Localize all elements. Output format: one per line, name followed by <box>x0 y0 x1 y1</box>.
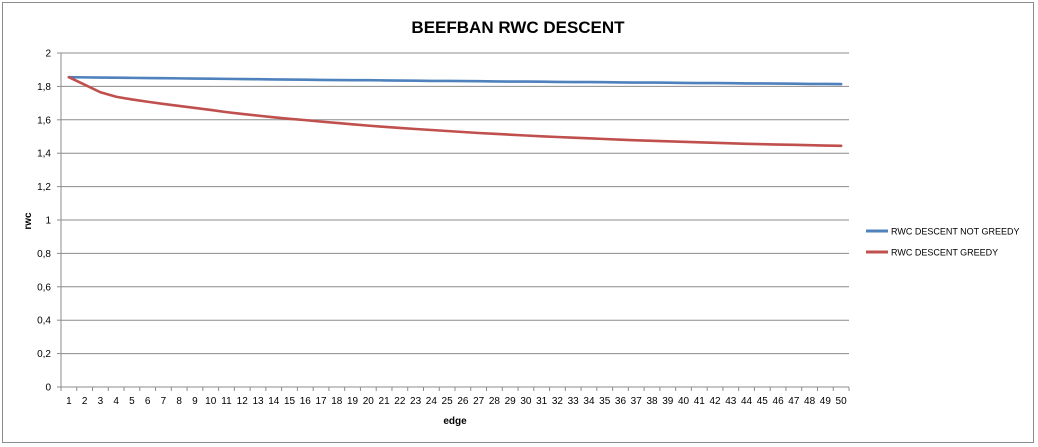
x-tick-label: 10 <box>205 396 217 407</box>
x-tick-label: 23 <box>410 396 422 407</box>
x-tick-label: 49 <box>820 396 832 407</box>
x-tick-label: 5 <box>129 396 135 407</box>
x-tick-label: 38 <box>646 396 658 407</box>
x-tick-label: 42 <box>709 396 721 407</box>
x-tick-label: 7 <box>161 396 167 407</box>
y-tick-label: 0,4 <box>37 316 51 327</box>
series-line-1 <box>67 75 843 86</box>
y-tick-label: 1,8 <box>37 82 51 93</box>
x-tick-label: 31 <box>536 396 548 407</box>
legend-label: RWC DESCENT GREEDY <box>891 248 998 258</box>
x-tick-label: 19 <box>347 396 359 407</box>
x-tick-label: 27 <box>473 396 485 407</box>
x-tick-label: 43 <box>725 396 737 407</box>
y-axis-title: rwc <box>23 212 34 230</box>
y-tick-labels: 0 0,2 0,4 0,6 0,8 1 1,2 1,4 1,6 1,8 2 <box>37 49 51 394</box>
x-tick-label: 32 <box>552 396 564 407</box>
x-tick-label: 29 <box>505 396 517 407</box>
x-tick-label: 41 <box>694 396 706 407</box>
y-tick-label: 0,6 <box>37 282 51 293</box>
x-tick-label: 8 <box>176 396 182 407</box>
x-tick-label: 25 <box>442 396 454 407</box>
y-tick-label: 1 <box>45 216 51 227</box>
chart-title: BEEFBAN RWC DESCENT <box>411 18 625 37</box>
x-tick-label: 20 <box>363 396 375 407</box>
gridlines <box>57 52 849 388</box>
x-tick-label: 39 <box>662 396 674 407</box>
x-tick-label: 1 <box>66 396 72 407</box>
y-tick-label: 0,2 <box>37 349 51 360</box>
x-tick-label: 26 <box>457 396 469 407</box>
x-tick-label: 4 <box>113 396 119 407</box>
x-tick-label: 37 <box>631 396 643 407</box>
x-tick-label: 12 <box>237 396 249 407</box>
x-tick-label: 48 <box>804 396 816 407</box>
x-tick-label: 35 <box>599 396 611 407</box>
x-tick-label: 14 <box>268 396 280 407</box>
x-tick-label: 11 <box>221 396 232 407</box>
y-tick-label: 0 <box>45 383 51 394</box>
y-tick-label: 1,4 <box>37 149 51 160</box>
x-tick-label: 17 <box>315 396 327 407</box>
x-tick-label: 9 <box>192 396 198 407</box>
y-tick-label: 1,6 <box>37 115 51 126</box>
x-tick-label: 47 <box>788 396 800 407</box>
y-tick-label: 0,8 <box>37 249 51 260</box>
legend: RWC DESCENT NOT GREEDY RWC DESCENT GREEDY <box>866 227 1020 258</box>
x-tick-label: 45 <box>757 396 769 407</box>
x-tick-label: 40 <box>678 396 690 407</box>
x-tick-label: 3 <box>98 396 104 407</box>
x-tick-label: 46 <box>773 396 785 407</box>
x-tick-label: 30 <box>520 396 532 407</box>
x-tick-label: 18 <box>331 396 343 407</box>
series-line-2 <box>67 75 843 148</box>
x-tick-label: 24 <box>426 396 438 407</box>
series-lines <box>67 75 843 148</box>
y-tick-label: 2 <box>45 49 51 60</box>
x-tick-label: 21 <box>379 396 391 407</box>
x-tick-label: 6 <box>145 396 151 407</box>
x-tick-label: 50 <box>836 396 848 407</box>
x-tick-label: 36 <box>615 396 627 407</box>
y-tick-label: 1,2 <box>37 182 51 193</box>
x-axis-title: edge <box>443 416 467 427</box>
x-tick-label: 22 <box>394 396 406 407</box>
x-tick-label: 13 <box>252 396 264 407</box>
x-tick-label: 2 <box>82 396 88 407</box>
x-tick-label: 16 <box>300 396 312 407</box>
x-tick-label: 15 <box>284 396 296 407</box>
x-tick-label: 28 <box>489 396 501 407</box>
x-tick-label: 34 <box>583 396 595 407</box>
x-tick-label: 33 <box>568 396 580 407</box>
axes <box>60 53 850 391</box>
x-tick-label: 44 <box>741 396 753 407</box>
legend-label: RWC DESCENT NOT GREEDY <box>891 227 1020 237</box>
x-tick-labels: 1 2 3 4 5 6 7 8 9 10 11 12 13 14 15 16 17 18 19 20 21 22 23 24 2… <box>66 396 847 407</box>
